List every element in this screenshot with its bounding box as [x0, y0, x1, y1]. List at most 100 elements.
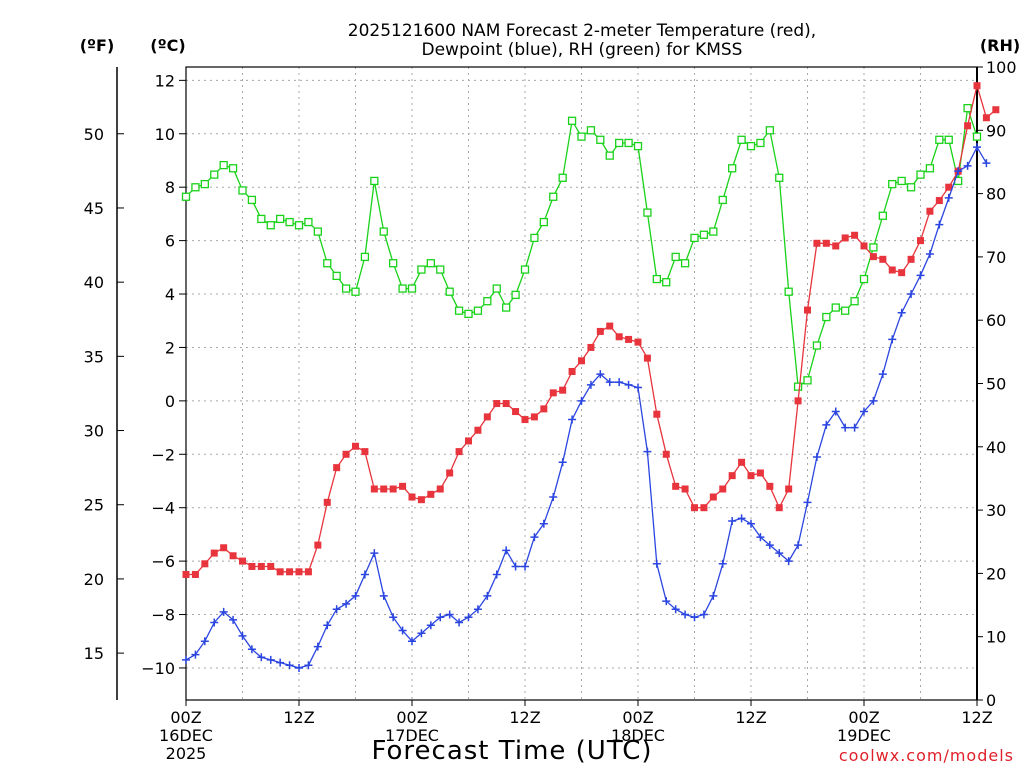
dewpoint-point: [558, 458, 567, 467]
date-tick-label: 18DEC: [611, 726, 665, 745]
temperature-series: [182, 82, 1000, 578]
dewpoint-point: [709, 591, 718, 600]
temperature-point: [643, 354, 651, 362]
dewpoint-point: [276, 658, 285, 667]
rh-point: [803, 376, 812, 385]
x-axis-title: Forecast Time (UTC): [371, 736, 652, 766]
temperature-point: [822, 239, 830, 247]
rh-point: [746, 141, 756, 151]
celsius-tick-label: 12: [155, 71, 175, 90]
rh-tick-label: 50: [986, 375, 1006, 394]
dewpoint-point: [502, 546, 511, 555]
dewpoint-point: [652, 559, 661, 568]
dewpoint-point: [671, 605, 680, 614]
dewpoint-point: [907, 290, 916, 299]
temperature-point: [615, 333, 623, 341]
dewpoint-point: [756, 533, 765, 542]
temperature-point: [851, 231, 859, 239]
temperature-point: [352, 442, 359, 450]
rh-point: [436, 265, 445, 274]
rh-point: [831, 303, 840, 312]
dewpoint-point: [681, 610, 690, 619]
dewpoint-point: [219, 607, 228, 616]
rh-point: [935, 135, 944, 144]
dewpoint-point: [332, 605, 341, 614]
temperature-point: [832, 242, 840, 250]
time-tick-label: 00Z: [848, 708, 879, 727]
fahrenheit-tick-label: 30: [84, 422, 104, 441]
temperature-point: [549, 389, 557, 397]
dewpoint-point: [549, 493, 558, 502]
rh-point: [398, 284, 407, 293]
dewpoint-point: [841, 423, 850, 432]
dewpoint-point: [191, 650, 200, 659]
dewpoint-point: [812, 452, 821, 461]
rh-point: [633, 141, 643, 151]
temperature-point: [700, 504, 708, 512]
rh-point: [615, 138, 624, 148]
temperature-point: [483, 413, 491, 421]
temperature-point: [502, 400, 510, 408]
temperature-point: [399, 482, 407, 490]
dewpoint-point: [530, 533, 539, 542]
rh-point: [313, 227, 322, 236]
rh-point: [577, 132, 586, 141]
dewpoint-point: [360, 570, 369, 579]
temperature-point: [813, 239, 821, 247]
chart-title-line-1: 2025121600 NAM Forecast 2-meter Temperat…: [348, 21, 816, 41]
temperature-point: [427, 490, 435, 498]
temperature-point: [257, 562, 265, 570]
time-tick-label: 00Z: [622, 708, 653, 727]
credit-label: coolwx.com/models: [839, 746, 1014, 765]
temperature-point: [380, 485, 388, 493]
rh-point: [417, 265, 426, 274]
rh-point: [370, 176, 379, 186]
temperature-point: [596, 327, 604, 335]
fahrenheit-tick-label: 40: [84, 273, 104, 292]
rh-point: [690, 233, 699, 243]
dewpoint-point: [916, 271, 925, 280]
rh-tick-label: 70: [986, 248, 1006, 267]
rh-point: [699, 230, 709, 239]
rh-point: [822, 312, 831, 322]
rh-point: [671, 252, 680, 262]
temperature-point: [465, 437, 472, 445]
dewpoint-point: [869, 396, 878, 405]
dewpoint-point: [935, 220, 944, 229]
rh-tick-label: 40: [986, 438, 1006, 457]
temperature-point: [239, 557, 246, 565]
rh-point: [294, 221, 304, 230]
celsius-tick-label: 0: [165, 392, 175, 411]
temperature-point: [935, 197, 943, 205]
temperature-point: [747, 472, 755, 480]
fahrenheit-tick-label: 45: [84, 199, 104, 218]
rh-point: [454, 306, 464, 315]
rh-point: [285, 217, 294, 227]
temperature-point: [512, 408, 520, 416]
rh-point: [718, 195, 727, 205]
temperature-point: [766, 482, 774, 490]
rh-point: [520, 265, 530, 274]
rh-point: [784, 287, 793, 296]
dewpoint-point: [803, 498, 812, 507]
dewpoint-point: [417, 629, 426, 638]
dewpoint-point: [718, 559, 727, 568]
temperature-point: [917, 237, 924, 245]
rh-unit-label: (RH): [980, 36, 1020, 55]
temperature-point: [361, 448, 369, 456]
rh-point: [878, 211, 887, 220]
rh-axis: 0 10 20 30 40 50 60 70 80 90 100: [977, 58, 1017, 710]
rh-point: [906, 183, 916, 192]
rh-point: [360, 252, 370, 262]
fahrenheit-unit-label: (ºF): [80, 36, 115, 55]
rh-point: [944, 135, 953, 144]
dewpoint-point: [521, 562, 529, 571]
rh-point: [200, 179, 209, 189]
dewpoint-point: [200, 637, 209, 646]
temperature-point: [578, 357, 585, 365]
temperature-point: [898, 269, 906, 277]
celsius-tick-label: 6: [165, 232, 175, 251]
plot-frame: [185, 66, 978, 701]
temperature-point: [964, 122, 972, 130]
dewpoint-point: [436, 613, 445, 622]
